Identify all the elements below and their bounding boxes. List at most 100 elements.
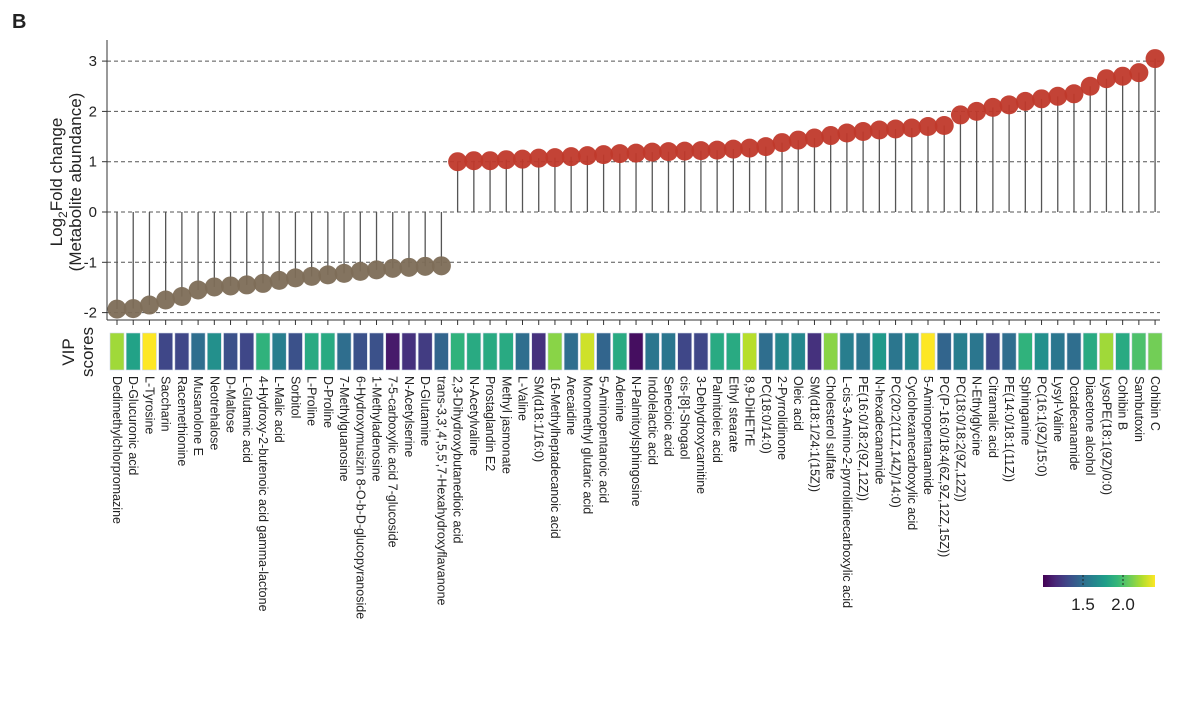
y-tick-label: 0 bbox=[89, 204, 97, 221]
data-point bbox=[999, 95, 1019, 115]
x-tick-label: D-Proline bbox=[321, 376, 335, 428]
x-tick-label: SM(d18:1/24:1(15Z)) bbox=[807, 376, 821, 492]
vip-cell bbox=[1018, 332, 1033, 371]
data-point bbox=[334, 263, 354, 283]
data-point bbox=[367, 260, 387, 280]
data-point bbox=[318, 265, 338, 285]
x-tick-label: SM(d18:1/16:0) bbox=[532, 376, 546, 462]
x-tick-label: Musanolone E bbox=[191, 376, 205, 456]
data-point bbox=[545, 148, 565, 168]
vip-cell bbox=[109, 332, 125, 371]
vip-cell bbox=[823, 332, 838, 371]
x-tick-label: Neotrehalose bbox=[207, 376, 221, 450]
x-tick-label: N-Ethylglycine bbox=[970, 376, 984, 456]
x-tick-label: L-Tyrosine bbox=[142, 376, 156, 434]
ylabel-sub: 2 bbox=[56, 211, 70, 218]
vip-cell bbox=[417, 332, 433, 371]
data-point bbox=[675, 141, 695, 161]
data-point bbox=[1064, 84, 1084, 104]
data-point bbox=[156, 290, 176, 310]
x-tick-label: PE(14:0/18:1(11Z)) bbox=[1002, 376, 1016, 482]
data-point bbox=[853, 122, 873, 142]
y-tick-label: -2 bbox=[84, 305, 97, 322]
vip-cell bbox=[644, 332, 660, 371]
data-point bbox=[496, 150, 516, 170]
x-tick-label: L-cis-3-Amino-2-pyrrolidinecarboxylic ac… bbox=[840, 376, 854, 608]
x-tick-label: Palmitoleic acid bbox=[710, 376, 724, 463]
x-tick-label: N-Palmitoylsphingosine bbox=[629, 376, 643, 507]
data-point bbox=[967, 101, 987, 121]
data-point bbox=[285, 268, 305, 288]
x-tick-label: 2,3-Dihydroxybutanedioic acid bbox=[451, 376, 465, 544]
x-tick-label: Sorbitol bbox=[288, 376, 302, 418]
x-tick-label: 3-Dehydroxycarnitine bbox=[694, 376, 708, 494]
data-point bbox=[302, 266, 322, 286]
y-tick-label: 2 bbox=[89, 103, 97, 120]
vip-cell bbox=[466, 332, 482, 371]
data-point bbox=[464, 151, 484, 171]
data-point bbox=[950, 105, 970, 125]
data-point bbox=[772, 133, 792, 153]
vip-cell bbox=[936, 332, 952, 371]
x-tick-label: Cholesterol sulfate bbox=[824, 376, 838, 480]
data-point bbox=[918, 116, 938, 136]
vip-cell bbox=[158, 332, 173, 371]
x-tick-label: PC(20:2(11Z,14Z)/14:0) bbox=[889, 376, 903, 508]
y-tick-label: 1 bbox=[89, 154, 97, 171]
data-point bbox=[707, 140, 727, 160]
vip-cell bbox=[174, 332, 190, 371]
data-point bbox=[610, 144, 630, 164]
x-tick-label: N-Acetylvaline bbox=[467, 376, 481, 456]
vip-cell bbox=[255, 332, 271, 371]
vip-cell bbox=[709, 332, 725, 371]
x-tick-label: Cohibin C bbox=[1148, 376, 1162, 431]
x-tick-label: Citramalic acid bbox=[986, 376, 1000, 458]
colorbar-bar bbox=[1043, 575, 1155, 587]
vip-cell bbox=[547, 332, 563, 371]
x-tick-label: L-Glutamic acid bbox=[240, 376, 254, 463]
vip-cell bbox=[1082, 332, 1098, 371]
data-point bbox=[594, 145, 614, 165]
data-point bbox=[723, 139, 743, 159]
vip-cell bbox=[531, 332, 547, 371]
vip-cell bbox=[612, 332, 628, 371]
x-tick-label: L-Valine bbox=[516, 376, 530, 421]
data-point bbox=[415, 256, 435, 276]
data-point bbox=[869, 120, 889, 140]
data-point bbox=[821, 126, 841, 146]
data-point bbox=[1032, 89, 1052, 109]
vip-cell bbox=[1115, 332, 1130, 371]
y-tick-label: 3 bbox=[89, 53, 97, 70]
x-tick-label: Oleic acid bbox=[791, 376, 805, 431]
x-tick-label: Monomethyl glutaric acid bbox=[580, 376, 594, 514]
data-point bbox=[529, 148, 549, 168]
x-tick-label: Cohibin B bbox=[1116, 376, 1130, 430]
data-point bbox=[269, 270, 289, 290]
vip-cell bbox=[807, 332, 822, 371]
ylabel-main: Log bbox=[47, 218, 66, 246]
data-point bbox=[934, 115, 954, 135]
x-tick-label: L-Malic acid bbox=[272, 376, 286, 443]
x-tick-label: trans-3,3',4',5,5',7-Hexahydroxyflavanon… bbox=[434, 376, 448, 606]
vip-cell bbox=[207, 332, 222, 371]
vip-cell bbox=[1050, 332, 1066, 371]
data-point bbox=[139, 295, 159, 315]
vip-cell bbox=[1066, 332, 1082, 371]
vip-cell bbox=[1147, 332, 1163, 371]
data-point bbox=[1096, 69, 1116, 89]
vip-cell bbox=[758, 332, 774, 371]
x-tick-label: 7-Methylguanosine bbox=[337, 376, 351, 482]
x-tick-label: Racemethionine bbox=[175, 376, 189, 466]
vip-cell bbox=[304, 332, 319, 371]
data-point bbox=[626, 143, 646, 163]
vip-cell bbox=[563, 332, 579, 371]
colorbar: 1.5 2.0 bbox=[1043, 575, 1155, 614]
x-tick-label: PC(P-16:0/18:4(6Z,9Z,12Z,15Z)) bbox=[937, 376, 951, 557]
x-tick-label: D-Glutamine bbox=[418, 376, 432, 446]
svg-text:Log2Fold change: Log2Fold change bbox=[47, 118, 70, 247]
vip-cell bbox=[693, 332, 709, 371]
data-point bbox=[642, 142, 662, 162]
vip-heatmap bbox=[109, 332, 1163, 371]
data-point bbox=[1145, 49, 1165, 69]
x-tick-label: 5-Aminopentanamide bbox=[921, 376, 935, 495]
